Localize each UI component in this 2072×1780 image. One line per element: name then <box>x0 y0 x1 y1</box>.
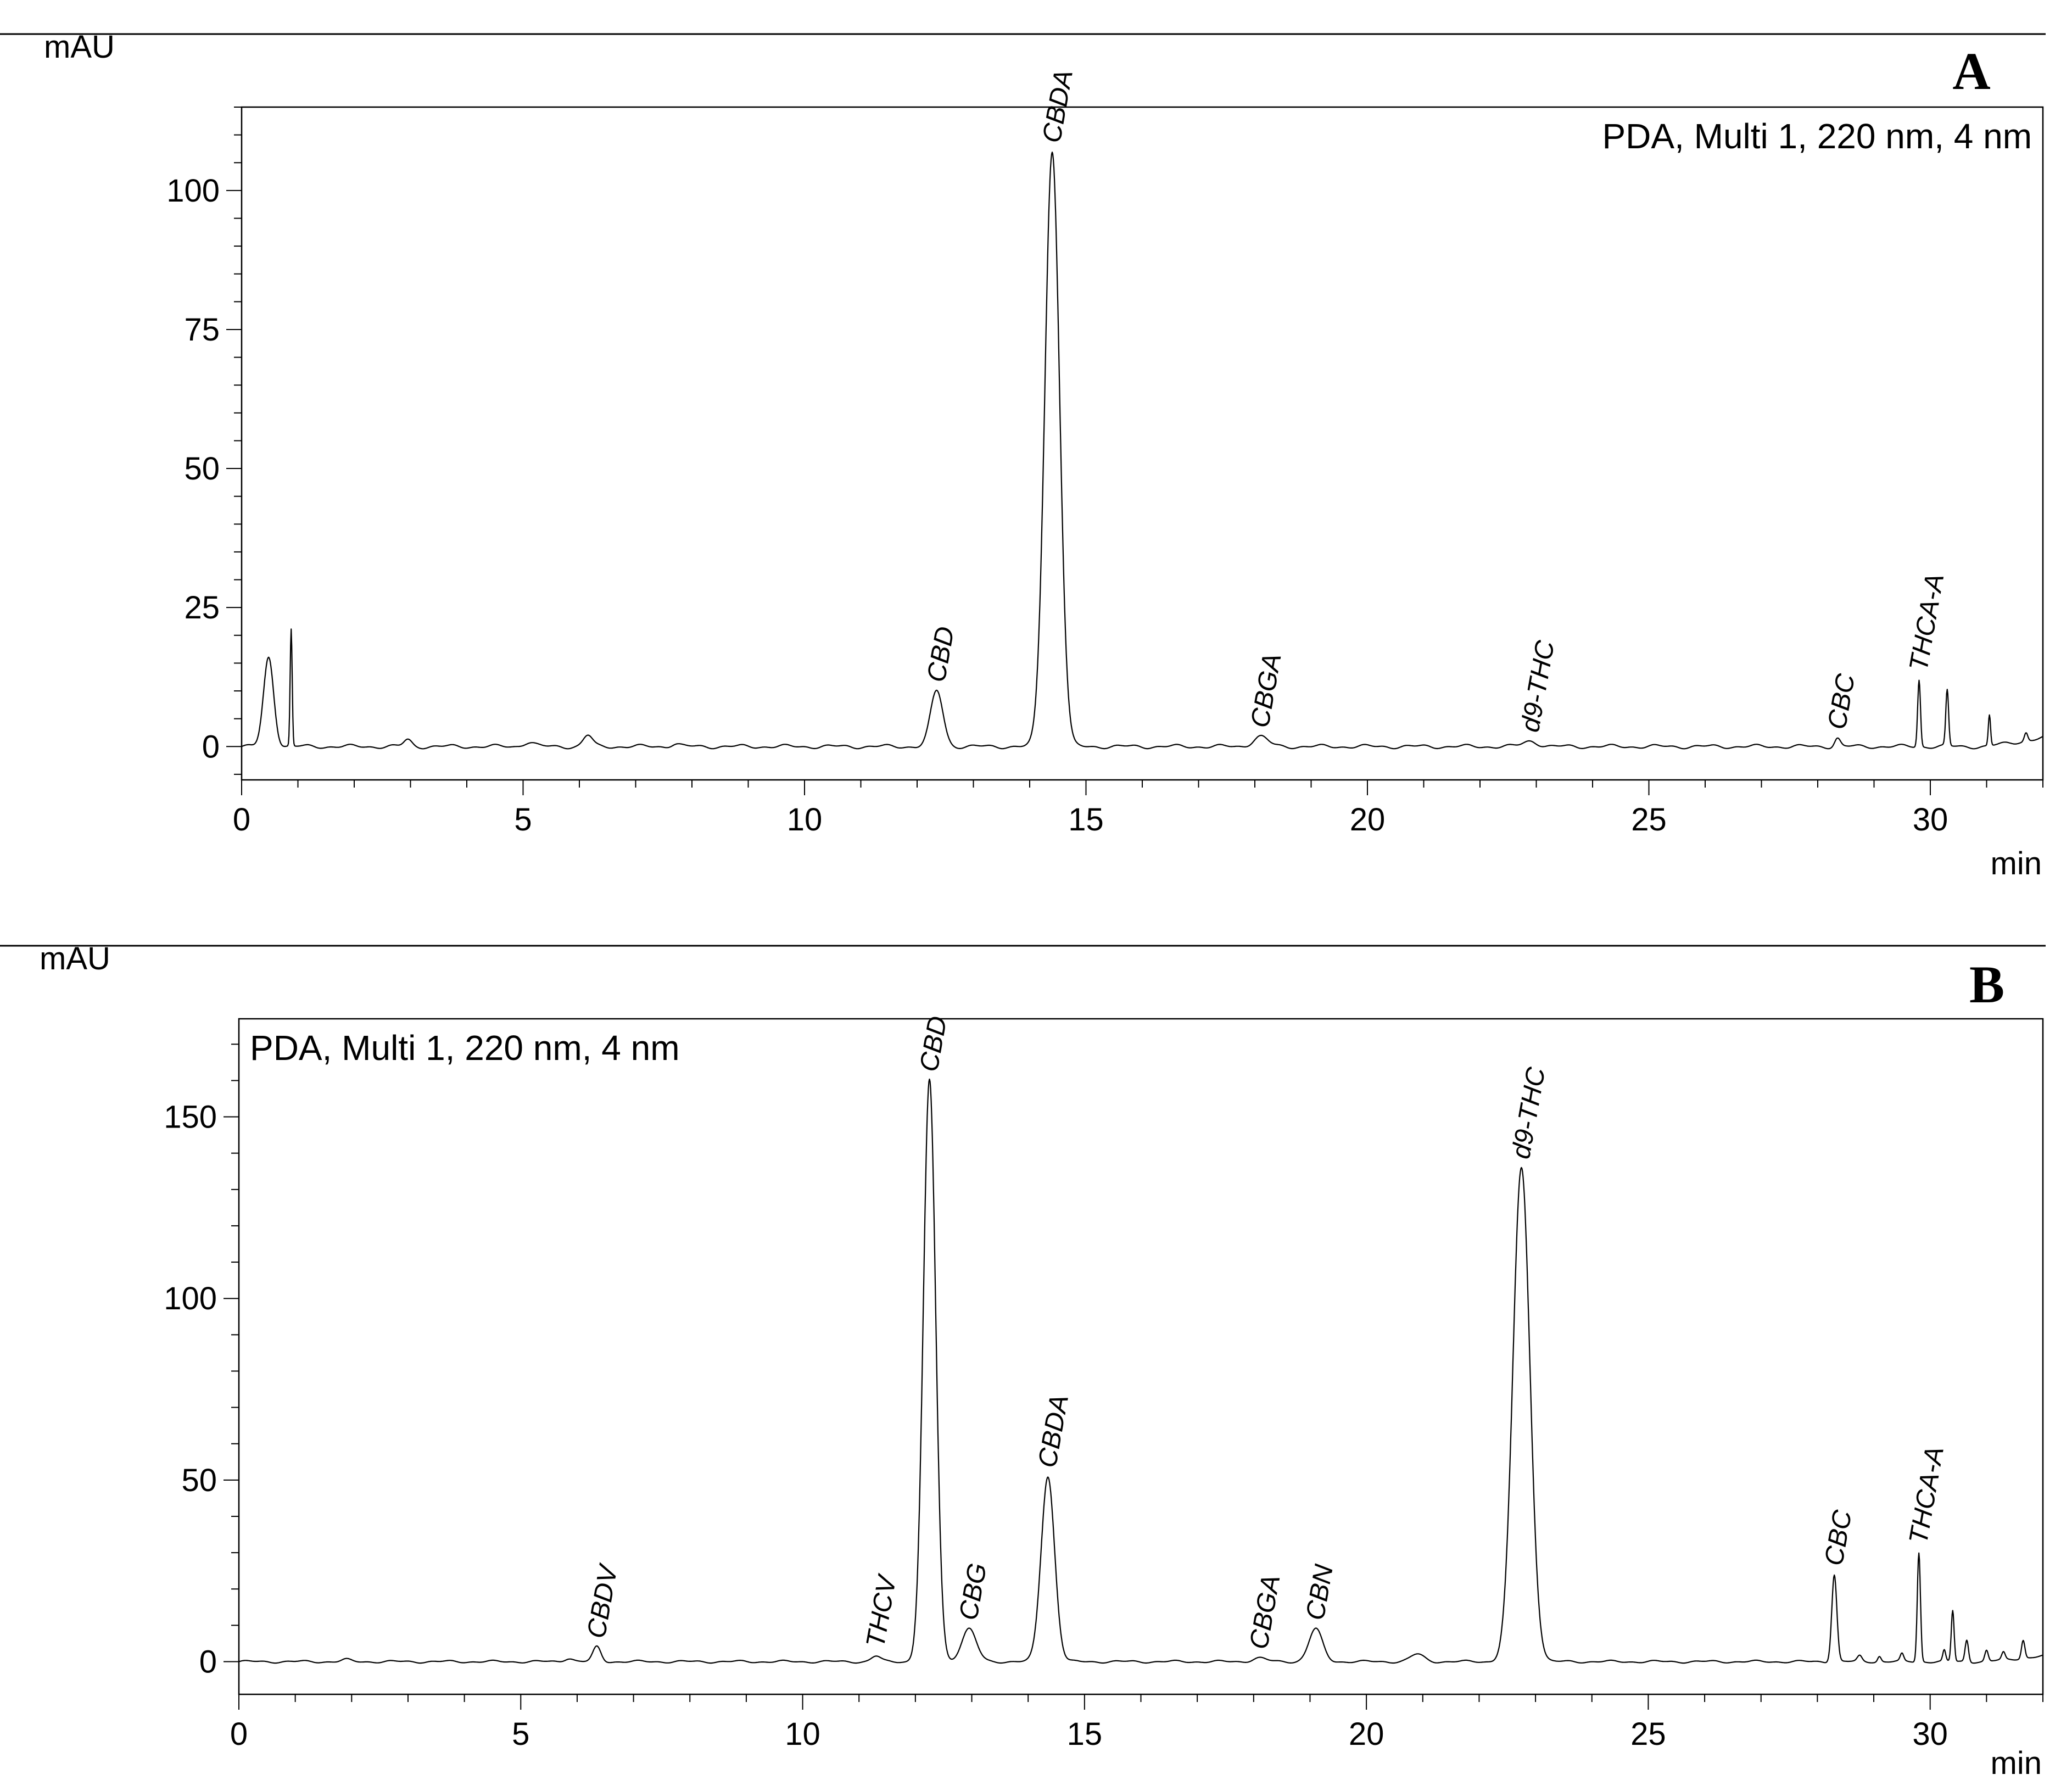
x-tick-label: 20 <box>1350 802 1386 838</box>
x-tick-label: 15 <box>1068 802 1104 838</box>
x-tick-label: 30 <box>1913 802 1948 838</box>
x-tick-label: 20 <box>1349 1716 1384 1752</box>
x-tick-label: 25 <box>1630 1716 1666 1752</box>
panel-a: mAU A PDA, Multi 1, 220 nm, 4 nm min 0 5 1… <box>0 29 2046 881</box>
y-tick-label: 100 <box>164 1281 217 1316</box>
panel-b-trace <box>238 1078 2043 1664</box>
x-tick-label: 0 <box>230 1716 248 1752</box>
y-tick-label: 25 <box>184 590 220 626</box>
x-tick-label: 10 <box>787 802 823 838</box>
panel-b-axes: 0 5 10 15 20 25 30 0 50 100 150 <box>164 1044 2043 1752</box>
panel-a-axes: 0 5 10 15 20 25 30 0 25 50 75 100 <box>166 107 2043 838</box>
x-tick-label: 5 <box>512 1716 529 1752</box>
y-tick-label: 50 <box>181 1463 217 1498</box>
y-tick-label: 0 <box>199 1644 217 1679</box>
panel-b-detector-label: PDA, Multi 1, 220 nm, 4 nm <box>250 1028 680 1068</box>
panel-a-trace <box>241 152 2043 750</box>
panel-a-x-unit: min <box>1991 846 2042 881</box>
y-tick-label: 75 <box>184 312 220 348</box>
x-tick-label: 0 <box>233 802 250 838</box>
panel-b-x-unit: min <box>1991 1745 2042 1780</box>
y-tick-label: 0 <box>202 729 220 765</box>
x-tick-label: 25 <box>1631 802 1667 838</box>
x-tick-label: 15 <box>1067 1716 1103 1752</box>
y-tick-label: 150 <box>164 1100 217 1135</box>
y-tick-label: 100 <box>166 173 220 209</box>
panel-a-y-unit: mAU <box>44 29 115 65</box>
x-tick-label: 5 <box>514 802 532 838</box>
y-tick-label: 50 <box>184 451 220 487</box>
panel-a-detector-label: PDA, Multi 1, 220 nm, 4 nm <box>1602 116 2032 156</box>
panel-b-y-unit: mAU <box>40 941 110 977</box>
x-tick-label: 10 <box>785 1716 820 1752</box>
x-tick-label: 30 <box>1912 1716 1948 1752</box>
panel-a-label: A <box>1952 42 1990 101</box>
panel-b-label: B <box>1969 955 2004 1014</box>
